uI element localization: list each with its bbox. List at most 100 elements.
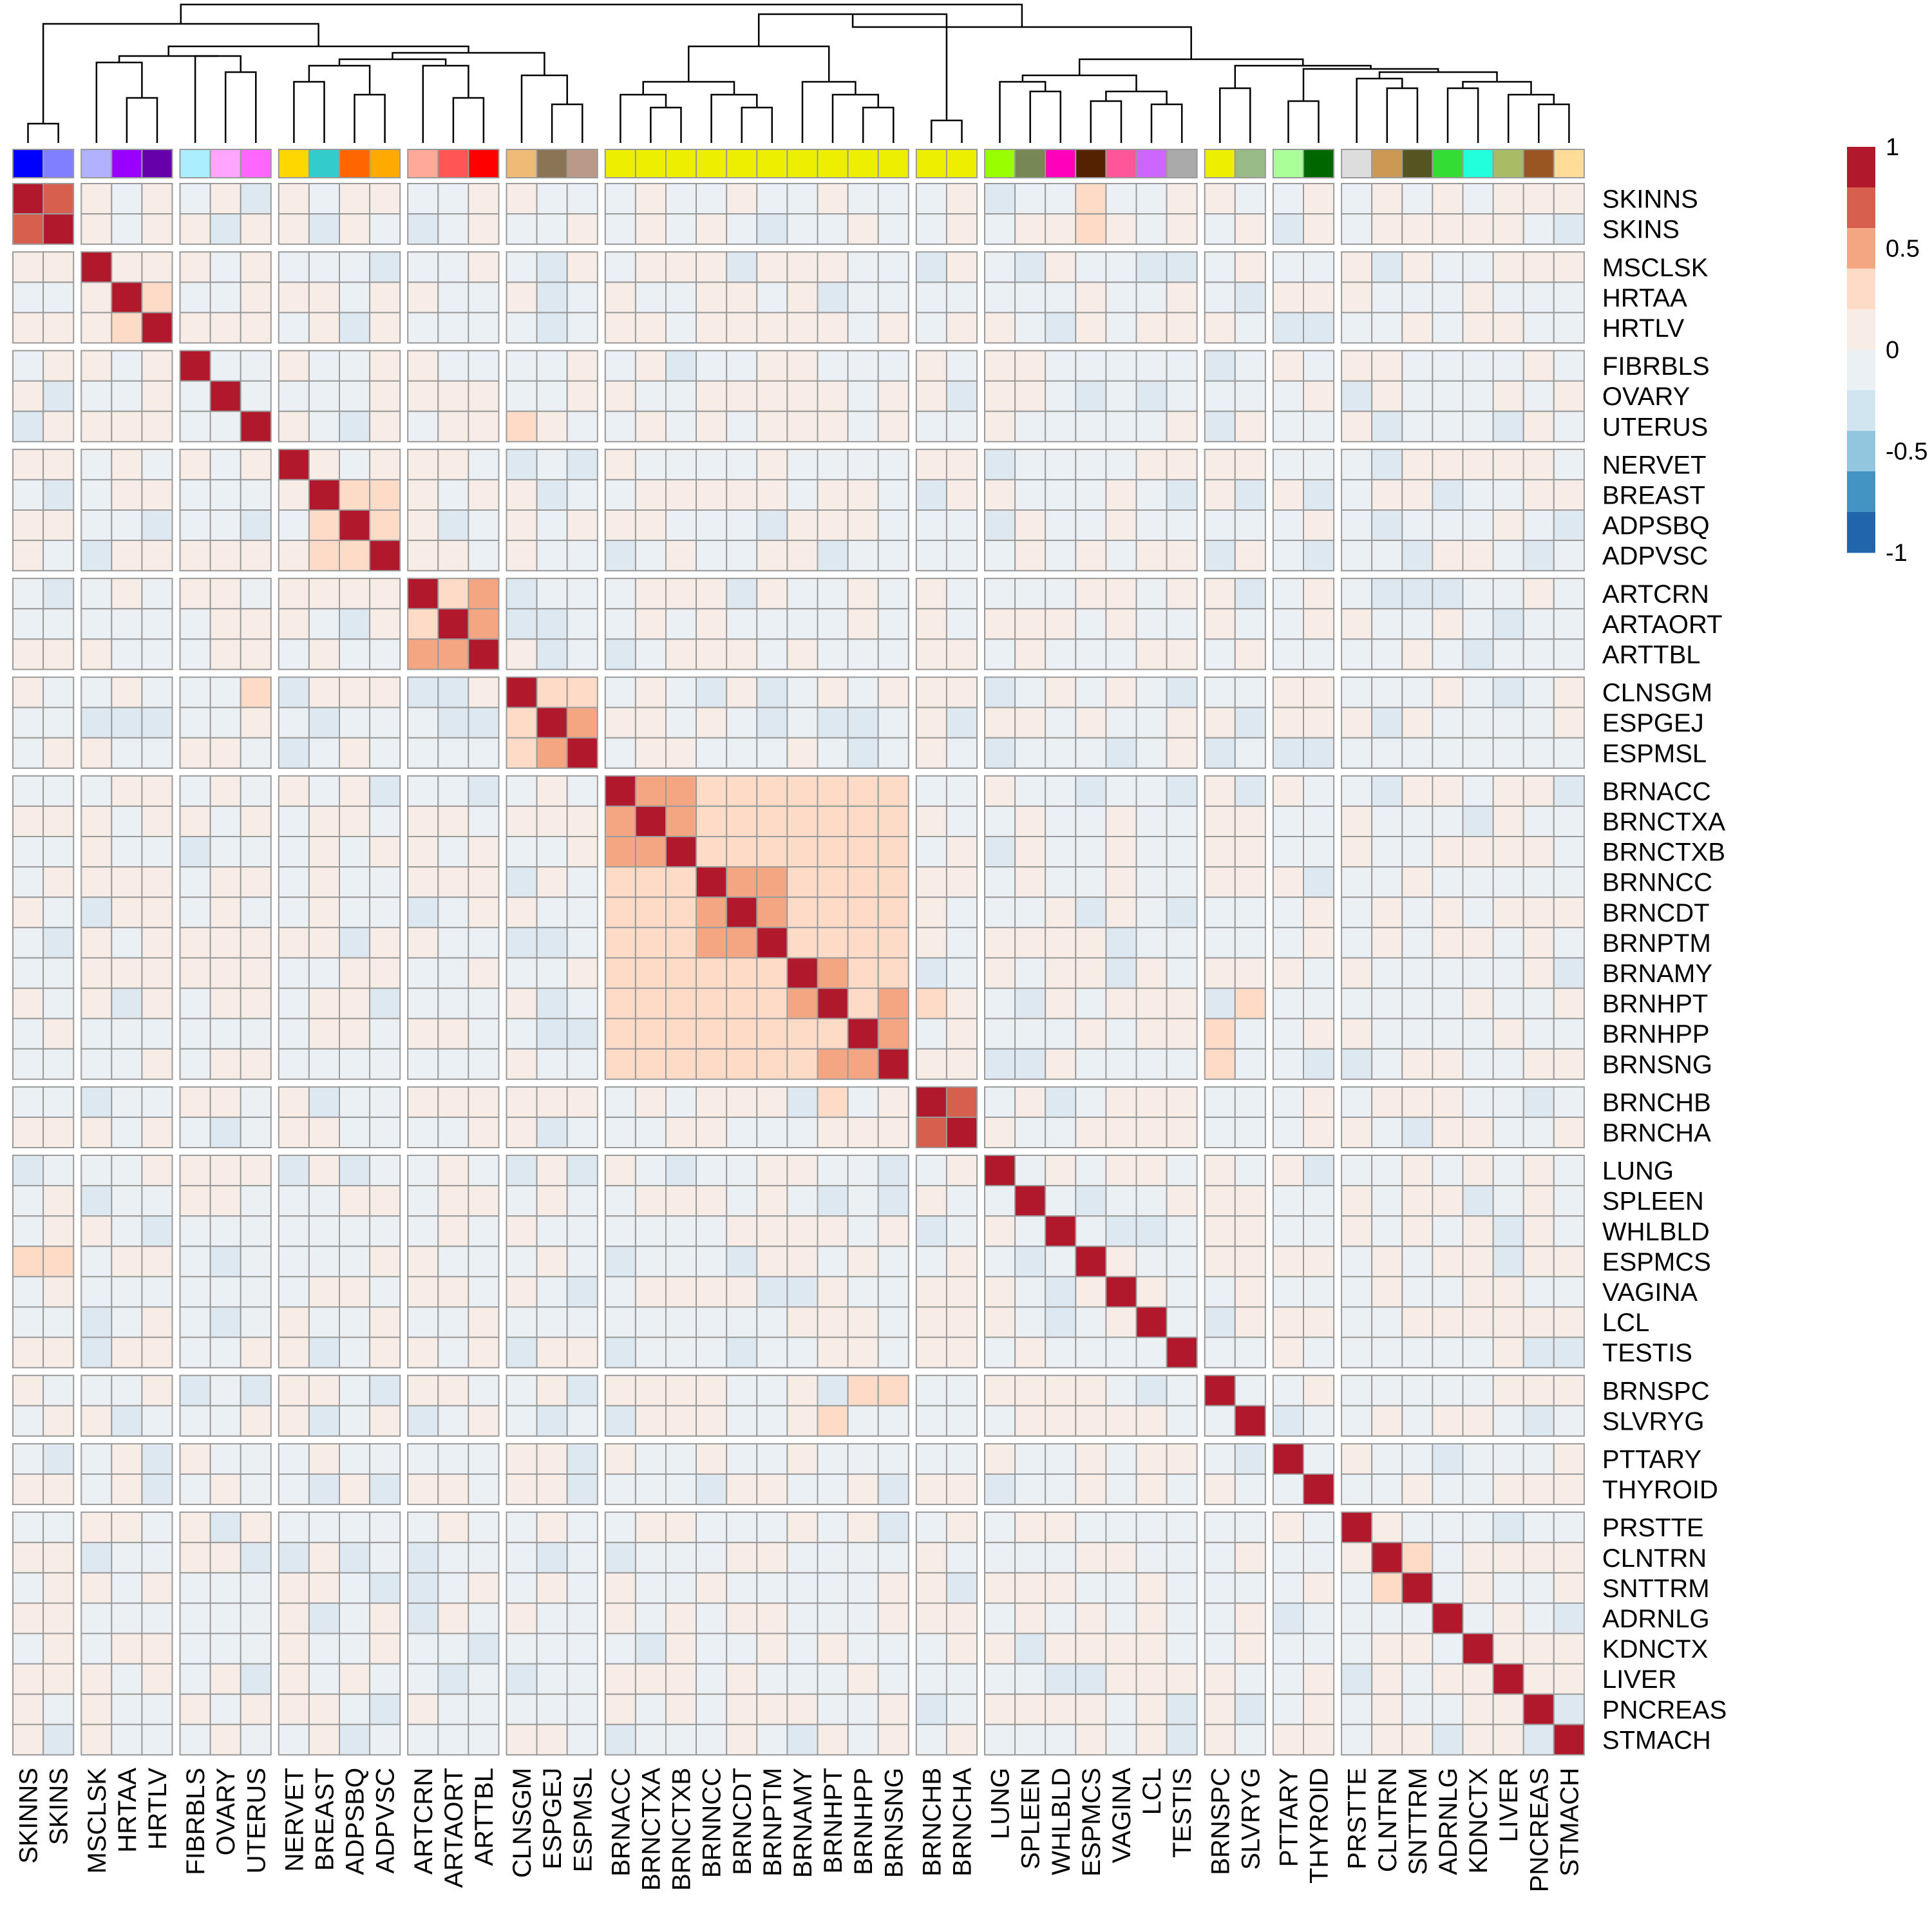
heatmap-cell <box>43 1473 75 1506</box>
heatmap-cell <box>43 737 75 769</box>
heatmap-cell <box>12 183 44 215</box>
annotation-swatch <box>536 149 568 178</box>
heatmap-cell <box>566 1542 598 1574</box>
heatmap-cell <box>696 1542 728 1574</box>
heatmap-cell <box>43 1155 75 1187</box>
heatmap-cell <box>80 638 113 670</box>
heatmap-cell <box>111 251 143 283</box>
annotation-swatch <box>339 149 371 178</box>
dendrogram-link <box>308 64 371 95</box>
legend-tick-label: -0.5 <box>1886 439 1927 466</box>
heatmap-cell <box>1462 578 1494 610</box>
heatmap-cell <box>1401 1693 1434 1725</box>
heatmap-cell <box>1303 380 1335 412</box>
heatmap-cell <box>278 676 310 708</box>
row-label: SKINNS <box>1602 185 1698 214</box>
heatmap-cell <box>209 1276 242 1308</box>
heatmap-cell <box>1234 737 1266 769</box>
heatmap-cell <box>506 540 538 572</box>
heatmap-cell <box>1166 1693 1198 1725</box>
heatmap-cell <box>1341 1306 1373 1338</box>
column-label: MSCLSK <box>83 1768 111 1874</box>
heatmap-cell <box>111 540 143 572</box>
heatmap-cell <box>1166 927 1198 959</box>
heatmap-cell <box>634 1511 667 1544</box>
heatmap-cell <box>12 1663 44 1695</box>
heatmap-cell <box>80 350 113 382</box>
heatmap-cell <box>1045 380 1077 412</box>
heatmap-cell <box>756 1336 788 1368</box>
heatmap-cell <box>1401 1405 1434 1437</box>
heatmap-cell <box>536 896 568 929</box>
heatmap-cell <box>1522 281 1555 314</box>
heatmap-cell <box>817 380 849 412</box>
heatmap-cell <box>1432 183 1464 215</box>
heatmap-cell <box>756 380 788 412</box>
heatmap-cell <box>111 737 143 769</box>
heatmap-cell <box>1401 638 1434 670</box>
heatmap-cell <box>506 775 538 807</box>
heatmap-cell <box>984 927 1016 959</box>
heatmap-cell <box>1105 1374 1137 1406</box>
heatmap-cell <box>437 1086 469 1118</box>
column-label: BREAST <box>311 1768 339 1871</box>
legend-tick-label: -1 <box>1886 540 1908 567</box>
heatmap-cell <box>1553 1473 1585 1506</box>
heatmap-cell <box>945 927 978 959</box>
heatmap-cell <box>1401 866 1434 898</box>
heatmap-cell <box>468 987 500 1019</box>
heatmap-cell <box>468 676 500 708</box>
heatmap-cell <box>278 1443 310 1475</box>
column-label: OVARY <box>212 1768 240 1855</box>
heatmap-cell <box>468 281 500 314</box>
heatmap-cell <box>847 1185 879 1217</box>
heatmap-cell <box>1341 1155 1373 1187</box>
heatmap-cell <box>877 350 909 382</box>
heatmap-cell <box>1341 706 1373 739</box>
heatmap-cell <box>1371 350 1403 382</box>
heatmap-cell <box>1432 1663 1464 1695</box>
column-label: SKINS <box>45 1768 73 1845</box>
heatmap-cell <box>726 1572 758 1604</box>
heatmap-cell <box>278 1276 310 1308</box>
heatmap-cell <box>1166 1723 1198 1756</box>
heatmap-cell <box>696 1336 728 1368</box>
heatmap-cell <box>915 1443 947 1475</box>
heatmap-cell <box>80 1374 113 1406</box>
heatmap-cell <box>1234 1245 1266 1278</box>
heatmap-cell <box>506 957 538 989</box>
heatmap-cell <box>369 1602 401 1634</box>
heatmap-cell <box>1303 638 1335 670</box>
heatmap-cell <box>1105 1405 1137 1437</box>
heatmap-cell <box>1432 350 1464 382</box>
heatmap-cell <box>817 1116 849 1149</box>
heatmap-cell <box>369 1336 401 1368</box>
heatmap-cell <box>1204 805 1236 838</box>
heatmap-cell <box>847 1374 879 1406</box>
heatmap-cell <box>817 1245 849 1278</box>
column-label: SPLEEN <box>1017 1768 1045 1870</box>
heatmap-cell <box>506 1572 538 1604</box>
heatmap-cell <box>1166 866 1198 898</box>
heatmap-cell <box>1272 676 1305 708</box>
heatmap-cell <box>566 1473 598 1506</box>
heatmap-cell <box>634 775 667 807</box>
heatmap-cell <box>240 448 272 480</box>
heatmap-cell <box>1522 1572 1555 1604</box>
heatmap-cell <box>604 410 636 442</box>
heatmap-cell <box>756 251 788 283</box>
heatmap-cell <box>1014 638 1046 670</box>
heatmap-cell <box>604 805 636 838</box>
heatmap-cell <box>1492 1405 1524 1437</box>
heatmap-cell <box>1135 1511 1168 1544</box>
heatmap-cell <box>696 1155 728 1187</box>
heatmap-cell <box>1045 836 1077 868</box>
heatmap-cell <box>278 1473 310 1506</box>
heatmap-cell <box>1045 1018 1077 1050</box>
heatmap-cell <box>1303 1185 1335 1217</box>
heatmap-cell <box>877 608 909 640</box>
heatmap-cell <box>1401 1542 1434 1574</box>
annotation-swatch <box>1075 149 1107 178</box>
heatmap-cell <box>1045 213 1077 245</box>
heatmap-cell <box>80 312 113 344</box>
